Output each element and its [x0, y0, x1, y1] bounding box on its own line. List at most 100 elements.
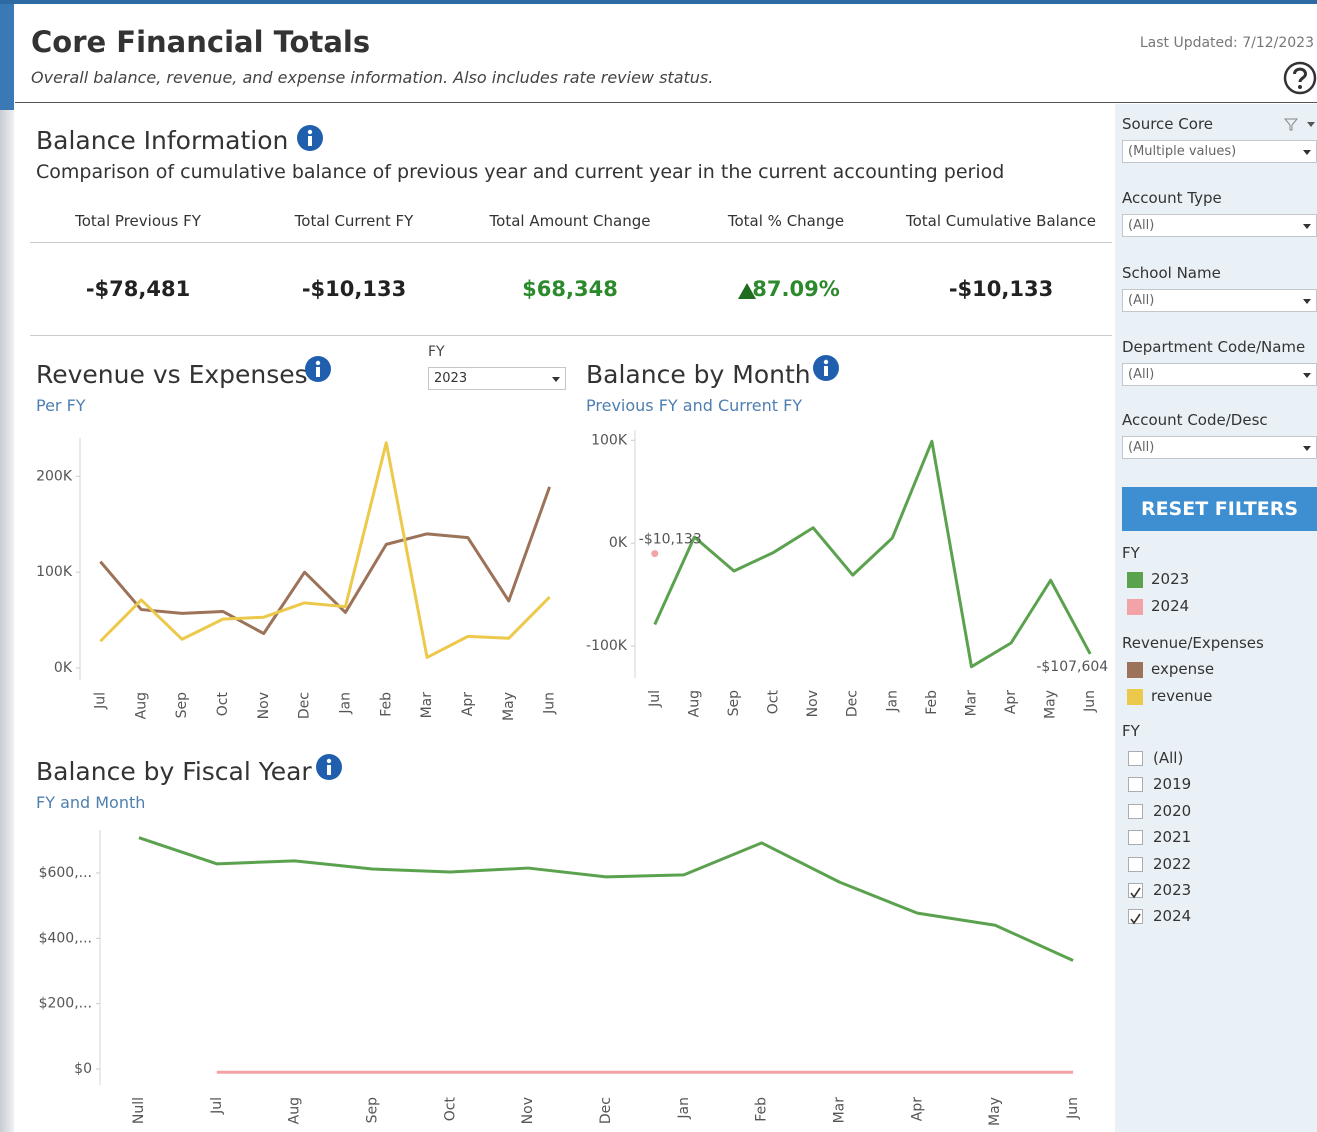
filter-label: Account Code/Desc [1122, 411, 1268, 429]
legend-label: expense [1151, 660, 1215, 678]
x-tick-label: Jan [884, 690, 900, 713]
checkbox[interactable] [1128, 751, 1143, 766]
checkbox[interactable] [1128, 777, 1143, 793]
x-tick-label: Jun [1082, 690, 1098, 713]
x-tick-label: Jun [542, 692, 558, 715]
page-title: Core Financial Totals [31, 25, 371, 59]
x-tick-label: May [1043, 690, 1059, 719]
x-tick-label: Oct [442, 1097, 458, 1122]
checkbox-label: 2024 [1153, 907, 1192, 926]
line-series [99, 486, 551, 636]
info-bar [316, 367, 320, 377]
data-label: -$10,133 [639, 532, 702, 548]
filter-label: School Name [1122, 264, 1221, 282]
filter-label: Department Code/Name [1122, 338, 1306, 356]
kpi-label: Total Cumulative Balance [905, 212, 1097, 230]
section-title: Balance Information [36, 126, 289, 155]
info-bar [824, 366, 828, 376]
filter-dropdown[interactable]: (Multiple values) [1122, 140, 1317, 163]
help-icon[interactable] [1283, 61, 1317, 95]
x-tick-label: Jun [1065, 1097, 1081, 1120]
line-point [651, 550, 659, 558]
info-icon [297, 125, 323, 151]
check-mark [1130, 913, 1141, 925]
kpi-label: Total Current FY [294, 212, 414, 230]
checkbox-label: 2020 [1153, 801, 1192, 820]
filter-dropdown[interactable]: (All) [1122, 289, 1317, 312]
kpi-label: Total % Change [727, 212, 845, 230]
chart-title: Balance by Month [586, 360, 811, 389]
top-bar [0, 0, 1317, 4]
checkbox-label: 2019 [1153, 775, 1192, 794]
x-tick-label: Jan [676, 1097, 692, 1120]
checkbox[interactable] [1128, 803, 1143, 819]
legend-label: 2023 [1151, 570, 1190, 588]
chart-subtitle: Previous FY and Current FY [586, 396, 803, 415]
check-mark [1130, 887, 1141, 899]
x-tick-label: Oct [215, 692, 231, 717]
divider [30, 242, 1112, 243]
info-dot [823, 359, 829, 365]
checkbox[interactable] [1128, 830, 1143, 846]
fy-dropdown[interactable]: 2023 [428, 367, 566, 390]
x-tick-label: Mar [419, 692, 435, 719]
checkbox[interactable] [1128, 883, 1143, 899]
y-tick-label: -100K [586, 638, 628, 654]
x-tick-label: Sep [726, 690, 742, 717]
filter-dropdown[interactable]: (All) [1122, 363, 1317, 386]
checklist-title: FY [1122, 722, 1140, 740]
y-tick-label: $400,... [39, 930, 92, 946]
info-icon [316, 754, 342, 780]
y-tick-label: 0K [609, 535, 628, 551]
info-icon [305, 356, 331, 382]
window-edge [0, 0, 14, 110]
data-label: -$107,604 [1036, 659, 1108, 675]
x-tick-label: May [501, 692, 517, 721]
x-tick-label: Mar [832, 1097, 848, 1124]
info-icon [813, 355, 839, 381]
x-tick-label: Oct [766, 690, 782, 715]
x-tick-label: Dec [598, 1097, 614, 1124]
x-tick-label: Nov [256, 692, 272, 719]
page-subtitle: Overall balance, revenue, and expense in… [31, 68, 714, 87]
legend-swatch [1127, 598, 1143, 615]
chart-title: Revenue vs Expenses [36, 360, 308, 389]
filter-dropdown[interactable]: (All) [1122, 436, 1317, 459]
x-tick-label: Nov [805, 690, 821, 717]
legend-swatch [1127, 688, 1143, 705]
y-tick-label: 100K [36, 564, 73, 580]
x-tick-label: Apr [909, 1097, 925, 1121]
menu-arrow [1307, 122, 1315, 127]
reset-filters-button[interactable]: RESET FILTERS [1122, 487, 1317, 531]
checkbox[interactable] [1128, 909, 1143, 925]
line-series [138, 836, 1074, 962]
x-tick-label: Sep [364, 1097, 380, 1124]
x-tick-label: Aug [287, 1097, 303, 1124]
legend-swatch [1127, 662, 1143, 678]
checkbox-label: 2022 [1153, 854, 1192, 873]
y-tick-label: $200,... [39, 996, 92, 1012]
x-tick-label: Jul [209, 1097, 225, 1115]
x-tick-label: Null [131, 1097, 147, 1124]
x-tick-label: May [987, 1097, 1003, 1126]
kpi-label: Total Amount Change [489, 212, 651, 230]
chart-subtitle: Per FY [36, 396, 86, 415]
info-dot [307, 129, 313, 135]
legend-title: Revenue/Expenses [1122, 634, 1264, 652]
filter-panel [1115, 104, 1317, 1132]
chart-subtitle: FY and Month [36, 793, 146, 812]
checkbox[interactable] [1128, 856, 1143, 872]
y-tick-label: $0 [74, 1061, 92, 1077]
header-rule [15, 102, 1317, 103]
x-tick-label: Feb [924, 690, 940, 715]
filter-dropdown[interactable]: (All) [1122, 214, 1317, 237]
y-tick-label: 100K [591, 432, 628, 448]
y-tick-label: 0K [54, 660, 73, 676]
x-tick-label: Feb [754, 1097, 770, 1122]
kpi-label: Total Previous FY [75, 212, 201, 230]
window-edge [0, 0, 14, 1132]
x-tick-label: Sep [174, 692, 190, 719]
legend-title: FY [1122, 544, 1140, 562]
x-tick-label: Aug [686, 690, 702, 717]
